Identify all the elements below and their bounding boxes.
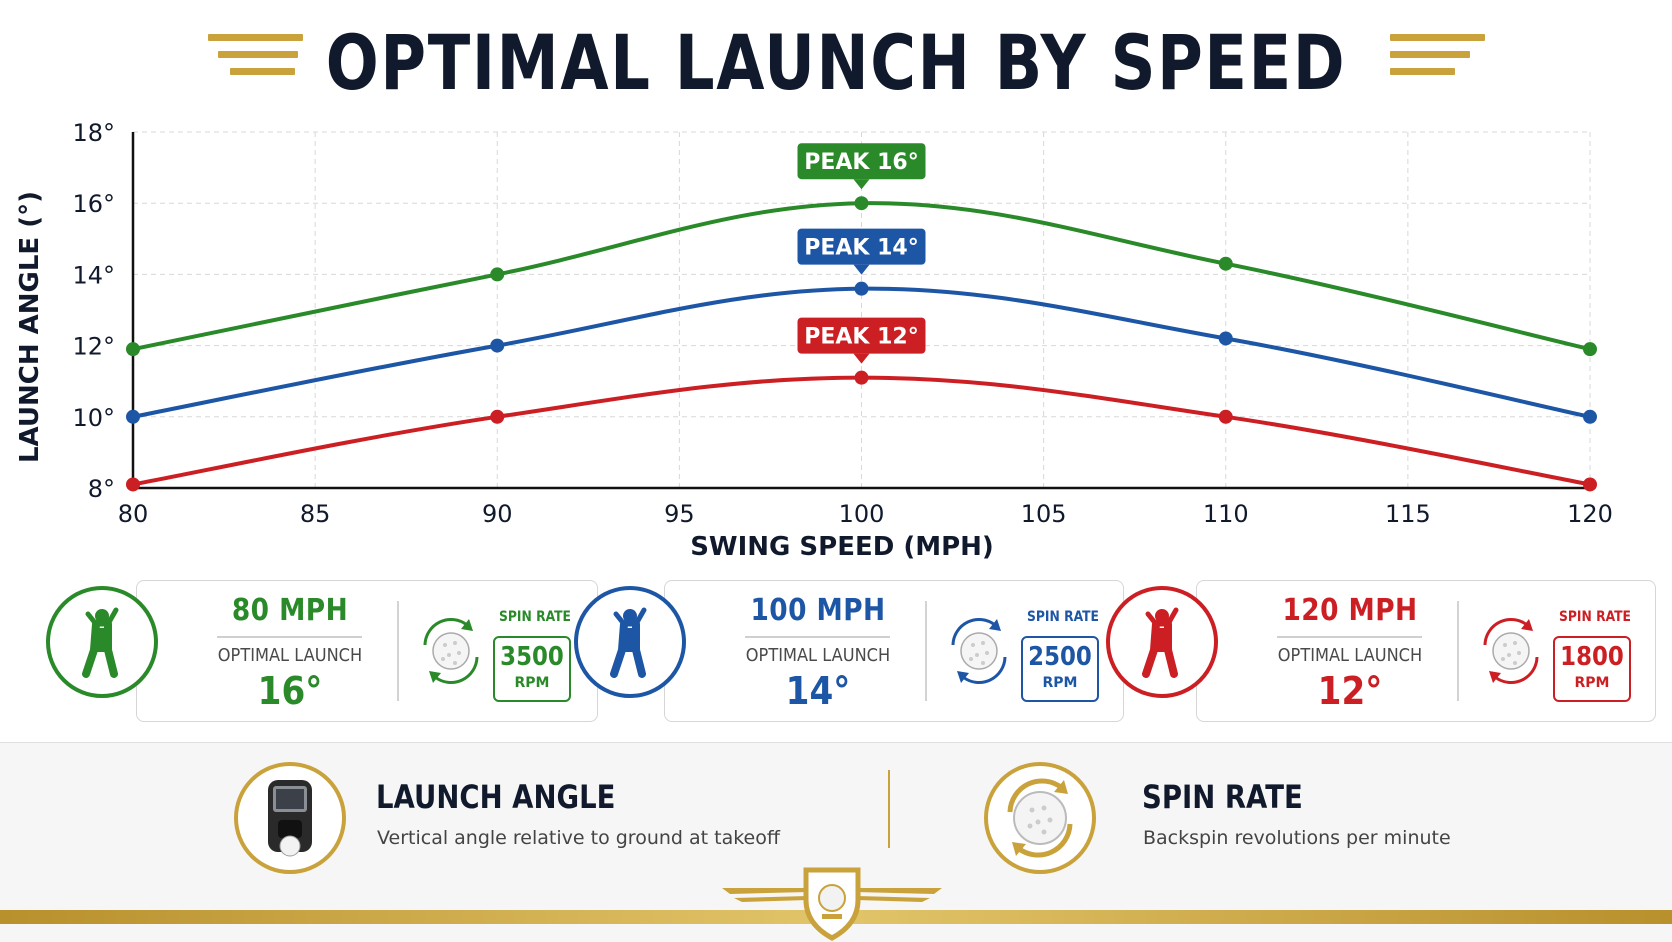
peak-callout-pointer [853,264,870,275]
data-point [854,281,869,296]
x-tick-label: 115 [1385,500,1431,528]
card-rule [745,636,890,638]
data-point [126,477,140,492]
y-tick-label: 10° [72,404,115,432]
peak-callout-pointer [853,179,870,190]
data-point [854,196,869,211]
speed-card: 100 MPH OPTIMAL LAUNCH 14° SPIN RATE 250… [664,580,1124,722]
card-optimal-label: OPTIMAL LAUNCH [745,645,891,666]
speed-card: 80 MPH OPTIMAL LAUNCH 16° SPIN RATE 3500… [136,580,598,722]
legend-spin-desc: Backspin revolutions per minute [1143,827,1451,849]
peak-label: PEAK 14° [804,236,919,261]
card-rpm-box: 2500 RPM [1021,636,1099,702]
y-tick-label: 18° [72,119,115,147]
card-rpm-box: 3500 RPM [493,636,571,702]
card-spin-label: SPIN RATE [1027,609,1099,625]
x-tick-label: 110 [1203,500,1249,528]
launch-monitor-icon [234,762,346,874]
left-wing-decoration [208,34,303,85]
legend-launch-desc: Vertical angle relative to ground at tak… [377,827,780,849]
card-rpm-box: 1800 RPM [1553,636,1631,702]
data-point [490,409,505,424]
data-point [1583,409,1597,424]
card-optimal-value: 12° [1317,669,1383,713]
card-optimal-label: OPTIMAL LAUNCH [217,645,363,666]
x-tick-label: 105 [1021,500,1067,528]
legend-spin-title: SPIN RATE [1142,778,1303,816]
card-rpm-value: 2500 [1028,642,1092,672]
page-title: OPTIMAL LAUNCH BY SPEED [325,18,1347,107]
spinning-golf-ball-icon [984,762,1096,874]
card-divider [1457,601,1459,701]
spin-ball-icon [423,618,479,684]
y-tick-label: 14° [72,261,115,289]
card-speed: 120 MPH [1282,593,1418,628]
y-tick-label: 12° [72,333,115,361]
data-point [490,338,505,353]
y-tick-label: 16° [72,190,115,218]
peak-callout-box [797,143,926,180]
data-point [854,370,869,385]
card-rule [1277,636,1422,638]
golfer-icon [46,586,158,698]
x-tick-label: 120 [1567,500,1613,528]
peak-callout: PEAK 16° [797,143,926,190]
x-tick-label: 80 [118,500,149,528]
card-rpm-value: 3500 [500,642,564,672]
data-point [1218,256,1233,271]
peak-callout: PEAK 12° [797,317,926,364]
x-tick-label: 90 [482,500,513,528]
golf-crest-icon [722,867,942,941]
legend-divider [888,770,890,848]
card-divider [397,601,399,701]
legend-launch-title: LAUNCH ANGLE [376,778,616,816]
peak-label: PEAK 16° [804,150,919,175]
x-axis-label: SWING SPEED (MPH) [690,532,994,562]
card-rpm-unit: RPM [514,675,550,691]
data-point [1583,477,1597,492]
card-rpm-unit: RPM [1574,675,1610,691]
data-point [126,409,140,424]
data-point [1218,409,1233,424]
peak-label: PEAK 12° [804,325,919,350]
y-tick-label: 8° [88,475,115,503]
card-optimal-label: OPTIMAL LAUNCH [1277,645,1423,666]
right-wing-decoration [1390,34,1485,85]
speed-card: 120 MPH OPTIMAL LAUNCH 12° SPIN RATE 180… [1196,580,1656,722]
data-point [1218,331,1233,346]
chart-axes: 80 85 90 95 100 105 110 115 120 8° 10° 12° 14° 16° 18° [72,119,1612,528]
card-speed: 80 MPH [231,593,349,628]
peak-callout-pointer [853,353,870,364]
card-speed: 100 MPH [750,593,886,628]
chart-series: PEAK 16° PEAK 14° PEAK 12° [126,143,1597,492]
data-point [1583,342,1597,357]
data-point [126,342,140,357]
card-spin-label: SPIN RATE [499,609,571,625]
card-rpm-unit: RPM [1042,675,1078,691]
spin-ball-icon [1483,618,1539,684]
peak-callout-box [797,228,926,265]
spin-ball-icon [951,618,1007,684]
golfer-icon [1106,586,1218,698]
x-tick-label: 100 [839,500,885,528]
title-banner: OPTIMAL LAUNCH BY SPEED [0,14,1672,107]
y-axis-label: LAUNCH ANGLE (°) [15,191,45,463]
card-divider [925,601,927,701]
card-optimal-value: 16° [257,669,323,713]
data-point [490,267,505,282]
peak-callout-box [797,317,926,354]
peak-callout: PEAK 14° [797,228,926,275]
card-spin-label: SPIN RATE [1559,609,1631,625]
card-rule [217,636,362,638]
card-rpm-value: 1800 [1560,642,1624,672]
card-optimal-value: 14° [785,669,851,713]
x-tick-label: 95 [664,500,695,528]
x-tick-label: 85 [300,500,331,528]
launch-angle-chart: 80 85 90 95 100 105 110 115 120 8° 10° 12° 14° 16° 18°… [15,119,1613,562]
golfer-icon [574,586,686,698]
